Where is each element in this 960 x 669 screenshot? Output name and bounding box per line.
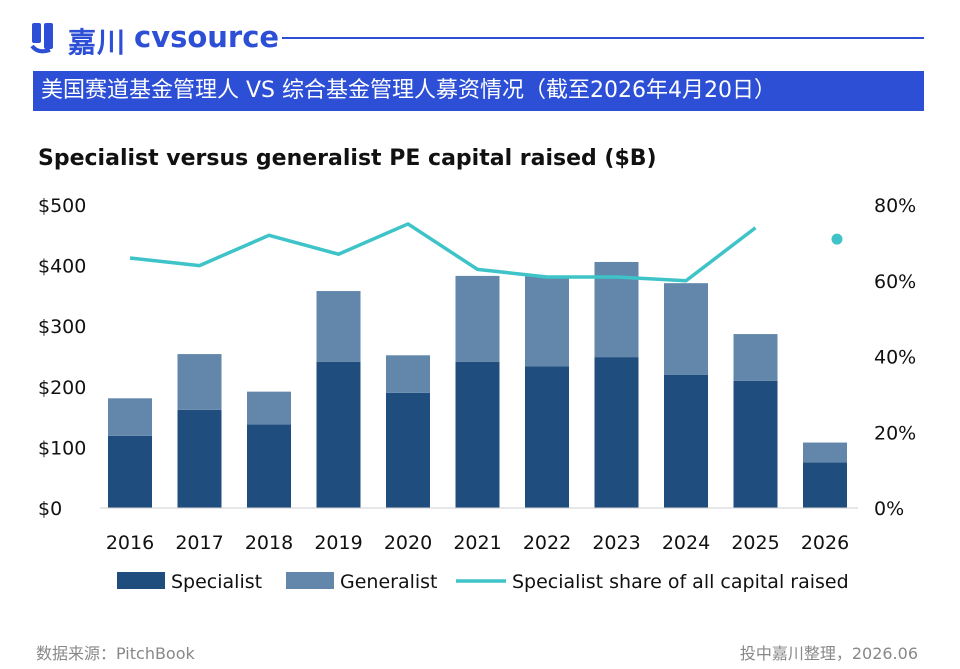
y-right-tick-label: 40%: [874, 347, 916, 369]
bar-specialist: [386, 392, 430, 508]
x-tick-label: 2025: [731, 532, 779, 554]
y-left-tick-label: $300: [38, 316, 86, 338]
bar-generalist: [316, 291, 361, 362]
y-left-tick-label: $200: [38, 377, 86, 399]
bar-specialist: [664, 374, 708, 508]
bar-specialist: [108, 435, 152, 508]
footer-source: 数据来源：PitchBook: [36, 644, 195, 663]
x-tick-label: 2016: [106, 532, 154, 554]
bar-specialist: [525, 366, 569, 508]
y-left-tick-label: $400: [38, 256, 86, 278]
y-right-tick-label: 0%: [874, 498, 904, 520]
bar-specialist: [455, 361, 500, 508]
y-right-tick-label: 80%: [874, 195, 916, 217]
x-tick-label: 2021: [453, 532, 501, 554]
header-logo-row: 嘉川 cvsource: [30, 18, 930, 59]
x-tick-label: 2019: [314, 532, 362, 554]
brand-name-en: cvsource: [134, 20, 280, 54]
bar-generalist: [177, 354, 222, 410]
brand-name-cn: 嘉川: [68, 26, 127, 59]
y-left-tick-label: $100: [38, 437, 86, 459]
y-left-tick-label: $0: [38, 498, 62, 520]
bar-generalist: [455, 275, 500, 362]
brand-logo-icon: [30, 23, 53, 54]
bar-generalist: [733, 334, 778, 381]
bar-specialist: [247, 424, 291, 508]
bar-generalist: [525, 276, 569, 367]
header-divider: [282, 37, 924, 39]
x-tick-label: 2024: [662, 532, 710, 554]
footer-credit: 投中嘉川整理，2026.06: [739, 644, 918, 663]
x-tick-label: 2017: [175, 532, 223, 554]
legend-label-generalist: Generalist: [340, 571, 438, 593]
chart-title: Specialist versus generalist PE capital …: [38, 146, 657, 171]
bar-generalist: [247, 391, 291, 425]
y-right-tick-label: 60%: [874, 271, 916, 293]
legend-swatch-generalist: [286, 572, 334, 589]
x-tick-label: 2020: [384, 532, 432, 554]
bar-specialist: [177, 409, 222, 508]
series-line-specialist-share: [129, 222, 757, 283]
y-left-tick-label: $500: [38, 195, 86, 217]
legend-swatch-specialist: [117, 572, 165, 589]
bar-specialist: [316, 361, 361, 508]
x-tick-label: 2026: [801, 532, 849, 554]
bar-generalist: [386, 355, 430, 393]
x-tick-label: 2022: [523, 532, 571, 554]
x-tick-label: 2023: [592, 532, 640, 554]
y-right-tick-label: 20%: [874, 422, 916, 444]
series-point-specialist-share: [831, 233, 843, 245]
banner-title: 美国赛道基金管理人 VS 综合基金管理人募资情况（截至2026年4月20日）: [33, 71, 924, 111]
legend-label-share: Specialist share of all capital raised: [512, 571, 849, 593]
x-tick-label: 2018: [245, 532, 293, 554]
bar-specialist: [803, 462, 847, 508]
bar-specialist: [733, 380, 778, 508]
bar-specialist: [594, 357, 639, 508]
bar-generalist: [108, 398, 152, 436]
legend-label-specialist: Specialist: [171, 571, 262, 593]
bar-generalist: [803, 442, 847, 463]
bar-generalist: [664, 283, 708, 375]
